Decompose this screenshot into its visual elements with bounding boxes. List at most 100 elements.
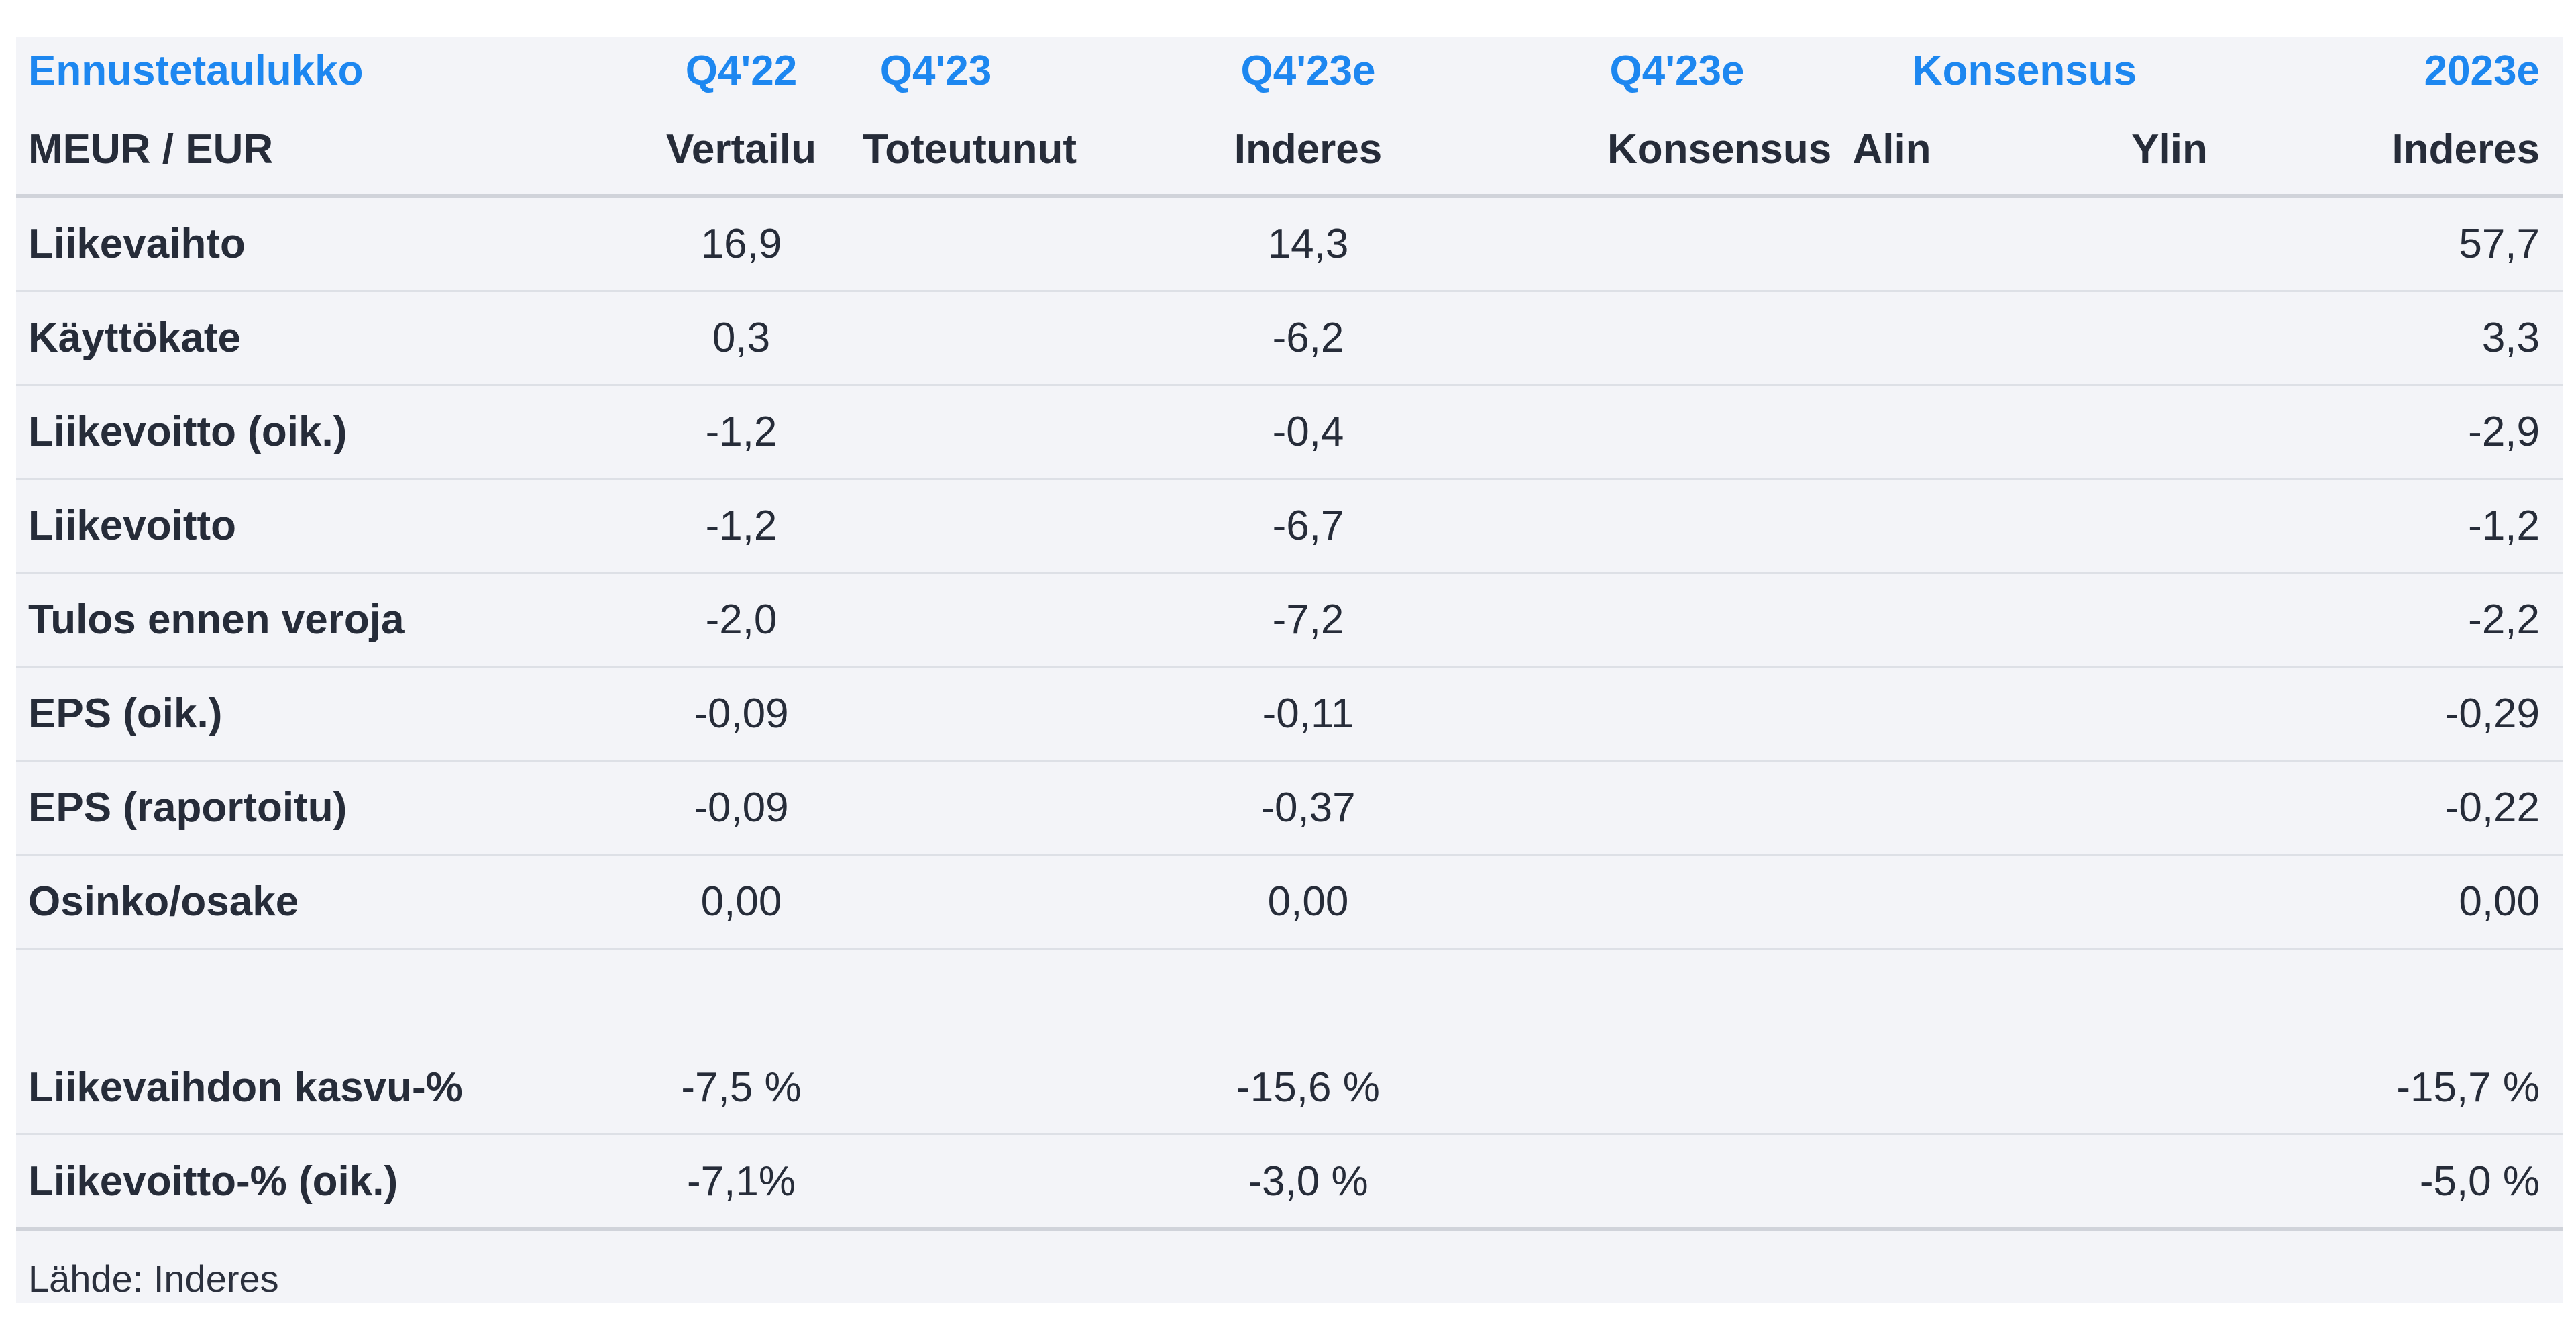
table-row: Liikevaihdon kasvu-% -7,5 % -15,6 % -15,… — [16, 1042, 2563, 1135]
table-row: EPS (oik.) -0,09 -0,11 -0,29 — [16, 666, 2563, 761]
header-q4-22: Q4'22 — [685, 47, 798, 94]
value-cell — [1607, 384, 1747, 479]
value-cell — [1607, 478, 1747, 573]
value-cell — [1747, 384, 2037, 479]
table-header: Ennustetaulukko Q4'22 Q4'23 Q4'23e Q4'23… — [16, 37, 2563, 196]
spacer-row — [16, 948, 2563, 1042]
subheader-ylin: Ylin — [2131, 125, 2208, 172]
value-cell: -7,1% — [620, 1133, 863, 1229]
value-cell: -15,7 % — [2396, 1064, 2540, 1111]
value-cell — [1747, 290, 2037, 385]
value-cell — [2037, 854, 2303, 949]
row-label: Osinko/osake — [16, 854, 620, 949]
value-cell — [1747, 1042, 2037, 1135]
row-label: EPS (oik.) — [16, 666, 620, 761]
header-q4-23: Q4'23 — [879, 47, 992, 94]
value-cell: -3,0 % — [1009, 1133, 1607, 1229]
value-cell: -2,2 — [2302, 572, 2563, 667]
table-row: Liikevoitto -1,2 -6,7 -1,2 — [16, 478, 2563, 573]
value-cell — [1607, 760, 1747, 855]
value-cell — [2037, 478, 2303, 573]
value-cell — [863, 194, 1009, 291]
value-cell: 16,9 — [620, 194, 863, 291]
table-row: EPS (raportoitu) -0,09 -0,37 -0,22 — [16, 760, 2563, 855]
table-row: Tulos ennen veroja -2,0 -7,2 -2,2 — [16, 572, 2563, 667]
value-cell: 0,00 — [620, 854, 863, 949]
value-cell — [863, 760, 1009, 855]
value-cell: -7,5 % — [681, 1064, 802, 1111]
header-q4-23e-konsensus: Q4'23e — [1609, 47, 1745, 94]
value-cell — [1747, 854, 2037, 949]
value-cell: -5,0 % — [2302, 1133, 2563, 1229]
subheader-meur-eur: MEUR / EUR — [28, 125, 274, 172]
value-cell — [2037, 1042, 2302, 1135]
subheader-inderes-2023e: Inderes — [2392, 125, 2540, 172]
row-label: Tulos ennen veroja — [16, 572, 620, 667]
value-cell — [863, 478, 1009, 573]
value-cell: 57,7 — [2302, 194, 2563, 291]
value-cell: 0,3 — [620, 290, 863, 385]
row-label: Liikevoitto-% (oik.) — [16, 1133, 620, 1229]
forecast-table-panel: Ennustetaulukko Q4'22 Q4'23 Q4'23e Q4'23… — [16, 37, 2563, 1318]
value-cell: 3,3 — [2302, 290, 2563, 385]
header-source-row: MEUR / EUR Vertailu Toteutunut Inderes K… — [16, 104, 2563, 196]
value-cell — [1747, 666, 2037, 761]
value-cell: -1,2 — [620, 384, 863, 479]
value-cell — [2037, 194, 2303, 291]
value-cell — [2037, 760, 2303, 855]
value-cell: -0,4 — [1009, 384, 1607, 479]
value-cell: -0,11 — [1009, 666, 1607, 761]
value-cell: -6,7 — [1009, 478, 1607, 573]
forecast-table: Ennustetaulukko Q4'22 Q4'23 Q4'23e Q4'23… — [16, 37, 2563, 1318]
value-cell — [863, 384, 1009, 479]
value-cell — [1607, 194, 1747, 291]
value-cell — [1607, 1133, 1747, 1229]
value-cell — [1607, 1042, 1747, 1135]
header-period-row: Ennustetaulukko Q4'22 Q4'23 Q4'23e Q4'23… — [16, 37, 2563, 104]
value-cell — [1747, 1133, 2037, 1229]
value-cell — [2037, 1133, 2303, 1229]
table-row: Käyttökate 0,3 -6,2 3,3 — [16, 290, 2563, 385]
value-cell: -1,2 — [620, 478, 863, 573]
row-label: Liikevoitto — [16, 478, 620, 573]
table-title: Ennustetaulukko — [28, 47, 364, 94]
value-cell — [1747, 194, 2037, 291]
subheader-alin: Alin — [1852, 125, 1931, 172]
header-2023e: 2023e — [2424, 47, 2540, 94]
table-row: Liikevoitto (oik.) -1,2 -0,4 -2,9 — [16, 384, 2563, 479]
value-cell: -0,22 — [2302, 760, 2563, 855]
source-note: Lähde: Inderes — [16, 1227, 2563, 1318]
value-cell — [863, 666, 1009, 761]
subheader-toteutunut: Toteutunut — [863, 125, 1077, 172]
value-cell — [863, 854, 1009, 949]
value-cell — [863, 290, 1009, 385]
table-row: Liikevoitto-% (oik.) -7,1% -3,0 % -5,0 % — [16, 1133, 2563, 1229]
value-cell: -2,0 — [620, 572, 863, 667]
value-cell — [863, 1133, 1009, 1229]
row-label: Liikevaihdon kasvu-% — [28, 1064, 463, 1111]
value-cell — [2037, 384, 2303, 479]
value-cell: -0,37 — [1009, 760, 1607, 855]
source-row: Lähde: Inderes — [16, 1227, 2563, 1318]
subheader-konsensus: Konsensus — [1607, 125, 1832, 172]
value-cell — [863, 572, 1009, 667]
value-cell — [1607, 854, 1747, 949]
subheader-vertailu: Vertailu — [666, 125, 816, 172]
value-cell — [1607, 290, 1747, 385]
value-cell — [863, 1042, 1009, 1135]
value-cell — [1607, 572, 1747, 667]
value-cell — [2037, 290, 2303, 385]
value-cell: -1,2 — [2302, 478, 2563, 573]
value-cell: -0,09 — [620, 760, 863, 855]
value-cell — [2037, 666, 2303, 761]
table-row: Osinko/osake 0,00 0,00 0,00 — [16, 854, 2563, 949]
row-label: EPS (raportoitu) — [16, 760, 620, 855]
value-cell — [1607, 666, 1747, 761]
header-q4-23e-inderes: Q4'23e — [1240, 47, 1376, 94]
table-row: Liikevaihto 16,9 14,3 57,7 — [16, 194, 2563, 291]
value-cell — [2037, 572, 2303, 667]
value-cell: -6,2 — [1009, 290, 1607, 385]
value-cell: -0,09 — [620, 666, 863, 761]
value-cell: -0,29 — [2302, 666, 2563, 761]
